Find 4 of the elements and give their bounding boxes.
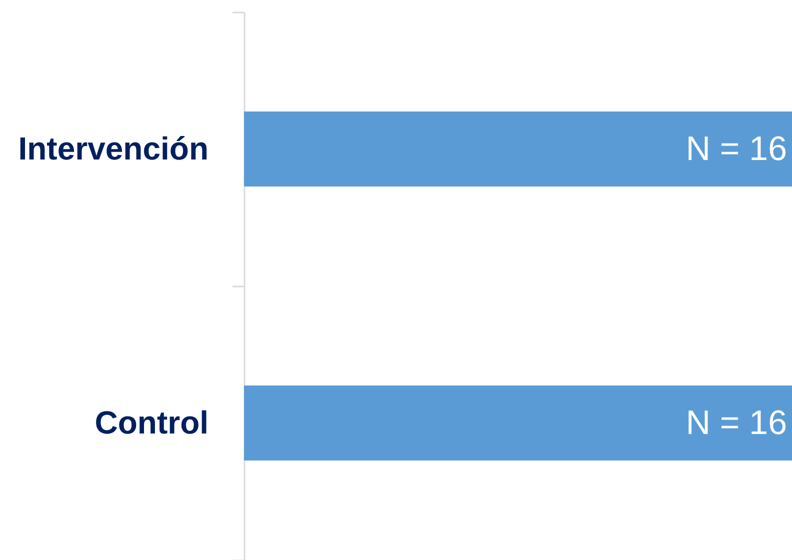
y-tick-label: Intervención	[18, 130, 208, 166]
data-label: N = 16	[686, 404, 787, 442]
y-tick-label: Control	[94, 404, 208, 440]
data-label: N = 16	[686, 130, 787, 168]
